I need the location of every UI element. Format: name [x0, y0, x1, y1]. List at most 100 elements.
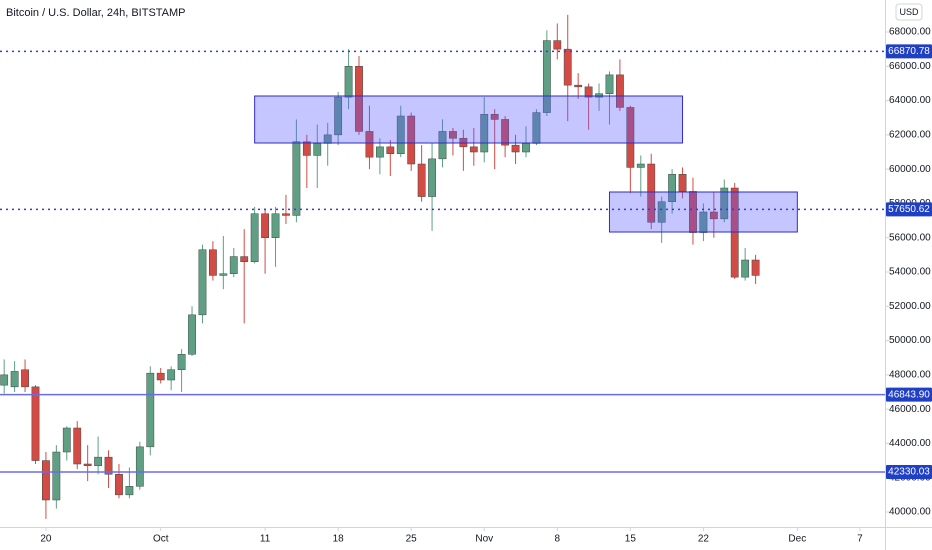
- candle-body: [334, 96, 343, 136]
- candle-body: [261, 213, 269, 238]
- candle-body: [407, 115, 416, 165]
- candle-body: [741, 259, 750, 278]
- candle-body: [104, 456, 113, 475]
- x-tick-label: 22: [698, 534, 710, 545]
- y-tick-label: 40000.00: [889, 507, 931, 518]
- candle-body: [396, 115, 405, 154]
- candle-body: [292, 141, 301, 216]
- candle-body: [501, 119, 510, 146]
- y-tick-label: 60000.00: [889, 164, 931, 175]
- candle-body: [188, 314, 196, 355]
- y-tick-label: 52000.00: [889, 301, 931, 312]
- level-label-bg: [886, 202, 932, 217]
- candle-body: [438, 131, 447, 160]
- candle-body: [250, 213, 259, 262]
- candle-body: [449, 131, 457, 139]
- y-tick-label: 56000.00: [889, 232, 931, 243]
- level-label: 57650.62: [888, 204, 930, 215]
- x-tick-label: 20: [40, 534, 52, 545]
- candle-body: [542, 40, 551, 113]
- candle-body: [271, 213, 280, 238]
- candle-body: [709, 211, 718, 220]
- candle-body: [522, 143, 530, 153]
- candle-body: [167, 369, 176, 381]
- candle-body: [177, 354, 186, 370]
- candle-body: [490, 114, 499, 120]
- x-tick-label: Oct: [153, 534, 169, 545]
- candle-body: [198, 249, 207, 316]
- candle-body: [240, 256, 249, 262]
- level-label-bg: [886, 44, 932, 59]
- candle-body: [626, 107, 635, 168]
- currency-button[interactable]: [895, 3, 923, 21]
- candle-body: [678, 174, 687, 192]
- x-tick-label: 15: [625, 534, 637, 545]
- candle-body: [553, 40, 562, 50]
- y-tick-label: 64000.00: [889, 95, 931, 106]
- candle-body: [584, 86, 593, 98]
- candle-body: [386, 146, 395, 154]
- y-tick-label: 48000.00: [889, 369, 931, 380]
- candle-body: [21, 369, 29, 388]
- candle-body: [511, 144, 520, 153]
- chart-title: Bitcoin / U.S. Dollar, 24h, BITSTAMP: [6, 7, 186, 19]
- candle-body: [219, 273, 228, 276]
- candle-body: [208, 249, 217, 276]
- candle-body: [751, 259, 760, 276]
- candle-body: [52, 451, 61, 501]
- candle-body: [313, 143, 322, 156]
- candle-body: [156, 372, 165, 381]
- x-tick-label: Dec: [788, 534, 806, 545]
- x-tick-label: 8: [555, 534, 561, 545]
- candle-body: [647, 163, 656, 223]
- candle-body: [125, 486, 134, 496]
- candle-body: [428, 158, 436, 197]
- candle-body: [605, 74, 614, 94]
- candle-body: [355, 66, 363, 132]
- candle-body: [375, 146, 384, 158]
- candle-body: [480, 114, 489, 153]
- y-tick-label: 46000.00: [889, 404, 931, 415]
- x-tick-label: 11: [260, 534, 271, 545]
- level-label: 46843.90: [888, 389, 930, 400]
- y-tick-label: 62000.00: [889, 130, 931, 141]
- candle-body: [10, 371, 19, 388]
- candle-body: [344, 66, 353, 98]
- candle-body: [417, 163, 426, 197]
- y-tick-label: 66000.00: [889, 61, 931, 72]
- y-tick-label: 50000.00: [889, 335, 931, 346]
- candle-body: [302, 141, 311, 156]
- x-tick-label: 25: [406, 534, 418, 545]
- x-tick-label: Nov: [475, 534, 493, 545]
- candle-body: [365, 131, 374, 158]
- candle-body: [469, 146, 478, 153]
- plot-area: [0, 14, 798, 519]
- candle-body: [699, 211, 708, 233]
- candle-body: [657, 201, 666, 223]
- x-tick-label: 7: [857, 534, 863, 545]
- candle-body: [720, 187, 729, 220]
- candle-body: [563, 48, 572, 86]
- candle-body: [42, 460, 50, 501]
- candle-body: [0, 374, 9, 386]
- candle-body: [135, 446, 144, 487]
- zone: [254, 95, 684, 144]
- y-tick-label: 44000.00: [889, 438, 931, 449]
- candle-body: [616, 74, 624, 108]
- candle-body: [229, 256, 238, 274]
- x-tick-label: 18: [333, 534, 345, 545]
- candle-body: [574, 84, 583, 88]
- candle-body: [730, 187, 739, 278]
- y-tick-label: 68000.00: [889, 27, 931, 38]
- currency-label[interactable]: USD: [899, 7, 919, 17]
- candle-body: [73, 427, 82, 465]
- candle-body: [31, 386, 40, 461]
- zone: [608, 191, 798, 233]
- candle-body: [636, 163, 645, 168]
- candle-body: [689, 191, 697, 233]
- level-label-bg: [886, 465, 932, 480]
- candle-body: [83, 463, 92, 466]
- candle-body: [94, 456, 103, 466]
